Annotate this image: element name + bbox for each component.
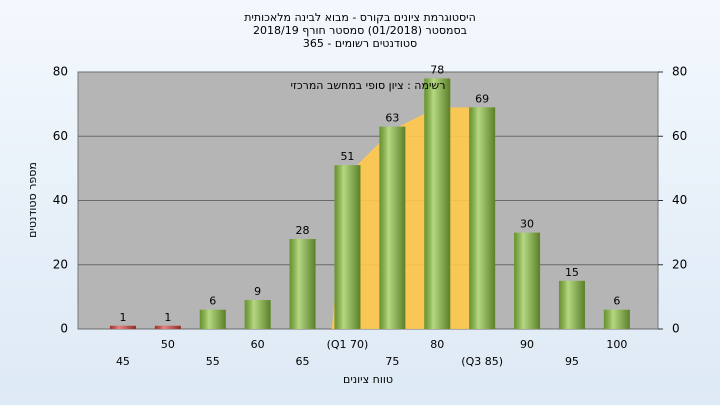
- y-tick-label: 20: [53, 257, 68, 271]
- value-label: 15: [565, 266, 579, 279]
- bar-shade: [558, 280, 585, 329]
- x-tick-label: 45: [116, 355, 130, 368]
- x-tick-label: (Q3 85): [461, 355, 503, 368]
- x-tick-label: 50: [161, 338, 175, 351]
- curve-area: [331, 107, 492, 330]
- y2-tick-label: 80: [672, 65, 687, 79]
- bar-shade: [154, 325, 181, 329]
- x-axis-label: טווח ציונים: [343, 373, 393, 386]
- bar-shade: [334, 165, 361, 329]
- value-label: 1: [119, 311, 126, 324]
- x-tick-label: 75: [385, 355, 399, 368]
- y2-tick-label: 60: [672, 129, 687, 143]
- bar-shade: [424, 78, 451, 329]
- y-axis-label: מספר סטודנטים: [26, 162, 39, 238]
- title-line: סטודנטים רשומים - 365: [303, 37, 417, 50]
- value-label: 6: [209, 295, 216, 308]
- x-tick-label: 65: [296, 355, 310, 368]
- legend-text: רשימה : ציון סופי במחשב המרכזי: [291, 79, 446, 92]
- x-tick-label: 60: [251, 338, 265, 351]
- value-label: 6: [613, 295, 620, 308]
- value-label: 9: [254, 285, 261, 298]
- x-tick-label: 80: [430, 338, 444, 351]
- bar-shade: [469, 107, 496, 330]
- bar-shade: [289, 239, 316, 329]
- bar-shade: [514, 232, 541, 329]
- x-tick-label: 100: [606, 338, 627, 351]
- bar-shade: [603, 309, 630, 329]
- value-label: 78: [430, 63, 444, 76]
- value-label: 63: [385, 112, 399, 125]
- bar-shade: [244, 300, 271, 329]
- y2-tick-label: 0: [672, 322, 680, 336]
- x-tick-label: 55: [206, 355, 220, 368]
- title-line: בסמסטר (01/2018) סמסטר חורף 2018/19: [253, 24, 467, 37]
- y2-tick-label: 20: [672, 257, 687, 271]
- x-tick-label: 95: [565, 355, 579, 368]
- x-tick-label: (Q1 70): [327, 338, 369, 351]
- value-label: 1: [164, 311, 171, 324]
- y-tick-label: 60: [53, 129, 68, 143]
- x-tick-label: 90: [520, 338, 534, 351]
- y-tick-label: 40: [53, 193, 68, 207]
- y2-tick-label: 40: [672, 193, 687, 207]
- bar-shade: [199, 309, 226, 329]
- value-label: 69: [475, 92, 489, 105]
- value-label: 28: [296, 224, 310, 237]
- y-tick-label: 0: [60, 322, 68, 336]
- title-line: היסטוגרמת ציונים בקורס - מבוא לבינה מלאכ…: [244, 11, 476, 24]
- value-label: 30: [520, 218, 534, 231]
- y-tick-label: 80: [53, 65, 68, 79]
- value-label: 51: [340, 150, 354, 163]
- bar-shade: [109, 325, 136, 329]
- bar-shade: [379, 126, 406, 329]
